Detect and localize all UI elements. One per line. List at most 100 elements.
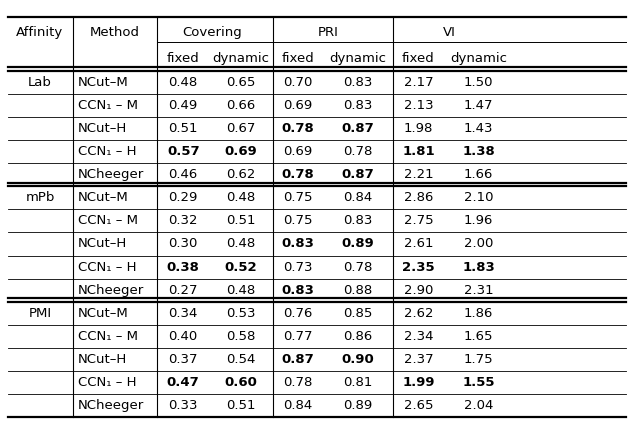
Text: 0.89: 0.89 [344,399,373,412]
Text: 0.62: 0.62 [226,168,256,181]
Text: 0.87: 0.87 [342,122,375,135]
Text: NCut–H: NCut–H [78,238,127,250]
Text: 2.04: 2.04 [464,399,493,412]
Text: 0.34: 0.34 [169,307,198,320]
Text: 1.86: 1.86 [464,307,493,320]
Text: 0.70: 0.70 [283,76,313,89]
Text: 0.30: 0.30 [169,238,198,250]
Text: 0.51: 0.51 [226,399,256,412]
Text: 0.77: 0.77 [283,330,313,343]
Text: dynamic: dynamic [450,52,507,65]
Text: 1.38: 1.38 [462,145,495,158]
Text: 0.49: 0.49 [169,99,198,112]
Text: NCut–M: NCut–M [78,191,129,204]
Text: 0.84: 0.84 [283,399,313,412]
Text: 1.96: 1.96 [464,214,493,227]
Text: 0.48: 0.48 [226,238,256,250]
Text: 1.47: 1.47 [464,99,493,112]
Text: 2.10: 2.10 [464,191,493,204]
Text: 1.50: 1.50 [464,76,493,89]
Text: NCheeger: NCheeger [78,168,144,181]
Text: 2.00: 2.00 [464,238,493,250]
Text: 0.38: 0.38 [167,261,200,273]
Text: CCN₁ – H: CCN₁ – H [78,376,136,389]
Text: 0.40: 0.40 [169,330,198,343]
Text: 2.86: 2.86 [404,191,433,204]
Text: mPb: mPb [25,191,55,204]
Text: 0.27: 0.27 [169,284,198,297]
Text: 0.87: 0.87 [342,168,375,181]
Text: NCut–M: NCut–M [78,76,129,89]
Text: 0.32: 0.32 [169,214,198,227]
Text: 1.66: 1.66 [464,168,493,181]
Text: Lab: Lab [28,76,52,89]
Text: 1.55: 1.55 [462,376,495,389]
Text: 2.65: 2.65 [404,399,433,412]
Text: 1.99: 1.99 [402,376,435,389]
Text: 1.98: 1.98 [404,122,433,135]
Text: 0.85: 0.85 [344,307,373,320]
Text: 2.37: 2.37 [404,353,433,366]
Text: CCN₁ – M: CCN₁ – M [78,99,138,112]
Text: 1.65: 1.65 [464,330,493,343]
Text: 0.66: 0.66 [226,99,256,112]
Text: 0.83: 0.83 [344,76,373,89]
Text: fixed: fixed [402,52,435,65]
Text: 2.90: 2.90 [404,284,433,297]
Text: 0.48: 0.48 [169,76,198,89]
Text: 0.69: 0.69 [224,145,257,158]
Text: 0.78: 0.78 [281,168,314,181]
Text: 0.75: 0.75 [283,191,313,204]
Text: 0.73: 0.73 [283,261,313,273]
Text: 0.65: 0.65 [226,76,256,89]
Text: NCut–H: NCut–H [78,122,127,135]
Text: 0.76: 0.76 [283,307,313,320]
Text: 0.83: 0.83 [344,99,373,112]
Text: 1.75: 1.75 [464,353,493,366]
Text: 1.81: 1.81 [402,145,435,158]
Text: 0.37: 0.37 [169,353,198,366]
Text: 0.83: 0.83 [281,284,314,297]
Text: dynamic: dynamic [330,52,387,65]
Text: dynamic: dynamic [212,52,269,65]
Text: 1.83: 1.83 [462,261,495,273]
Text: 0.88: 0.88 [344,284,373,297]
Text: NCut–H: NCut–H [78,353,127,366]
Text: 0.83: 0.83 [344,214,373,227]
Text: Method: Method [90,26,139,39]
Text: CCN₁ – M: CCN₁ – M [78,214,138,227]
Text: 0.57: 0.57 [167,145,200,158]
Text: CCN₁ – H: CCN₁ – H [78,261,136,273]
Text: 0.51: 0.51 [169,122,198,135]
Text: 2.34: 2.34 [404,330,433,343]
Text: CCN₁ – H: CCN₁ – H [78,145,136,158]
Text: 0.84: 0.84 [344,191,373,204]
Text: 0.69: 0.69 [283,145,313,158]
Text: 2.13: 2.13 [404,99,433,112]
Text: 2.75: 2.75 [404,214,433,227]
Text: 0.52: 0.52 [224,261,257,273]
Text: 0.58: 0.58 [226,330,256,343]
Text: 0.67: 0.67 [226,122,256,135]
Text: 0.90: 0.90 [342,353,375,366]
Text: VI: VI [443,26,455,39]
Text: 2.21: 2.21 [404,168,433,181]
Text: 0.29: 0.29 [169,191,198,204]
Text: 0.81: 0.81 [344,376,373,389]
Text: 0.51: 0.51 [226,214,256,227]
Text: NCheeger: NCheeger [78,284,144,297]
Text: 1.43: 1.43 [464,122,493,135]
Text: 0.48: 0.48 [226,191,256,204]
Text: 0.83: 0.83 [281,238,314,250]
Text: 2.62: 2.62 [404,307,433,320]
Text: NCut–M: NCut–M [78,307,129,320]
Text: 0.86: 0.86 [344,330,373,343]
Text: NCheeger: NCheeger [78,399,144,412]
Text: 2.17: 2.17 [404,76,433,89]
Text: 0.89: 0.89 [342,238,375,250]
Text: fixed: fixed [167,52,200,65]
Text: 2.35: 2.35 [402,261,435,273]
Text: 0.46: 0.46 [169,168,198,181]
Text: Covering: Covering [183,26,242,39]
Text: 0.69: 0.69 [283,99,313,112]
